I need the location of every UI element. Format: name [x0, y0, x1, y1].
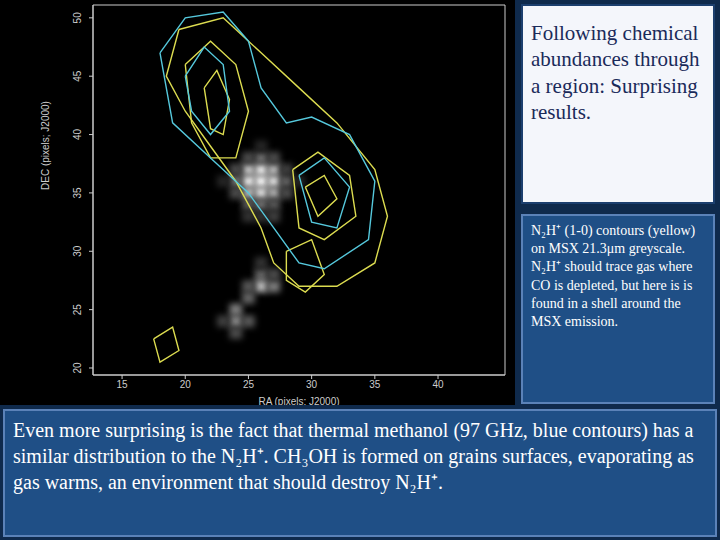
- html-text:Even more surprising is the fa: Even more surprising is the fact that th…: [13, 419, 694, 493]
- html-text:N₂H⁺ (1-0) contours (yellow) o: N₂H⁺ (1-0) contours (yellow) on MSX 21.3…: [531, 223, 696, 329]
- svg-text:RA (pixels; J2000): RA (pixels; J2000): [258, 396, 339, 405]
- svg-text:40: 40: [72, 129, 83, 141]
- svg-text:25: 25: [72, 304, 83, 316]
- svg-text:20: 20: [72, 362, 83, 374]
- svg-text:40: 40: [432, 379, 444, 390]
- svg-text:25: 25: [243, 379, 255, 390]
- svg-text:35: 35: [369, 379, 381, 390]
- svg-text:45: 45: [72, 70, 83, 82]
- svg-text:30: 30: [72, 245, 83, 257]
- svg-text:50: 50: [72, 12, 83, 24]
- svg-text:30: 30: [306, 379, 318, 390]
- svg-text:DEC (pixels; J2000): DEC (pixels; J2000): [40, 101, 51, 190]
- html-text:Following chemical abundances: Following chemical abundances through a …: [531, 21, 700, 124]
- svg-text:20: 20: [180, 379, 192, 390]
- svg-text:15: 15: [117, 379, 129, 390]
- svg-text:35: 35: [72, 187, 83, 199]
